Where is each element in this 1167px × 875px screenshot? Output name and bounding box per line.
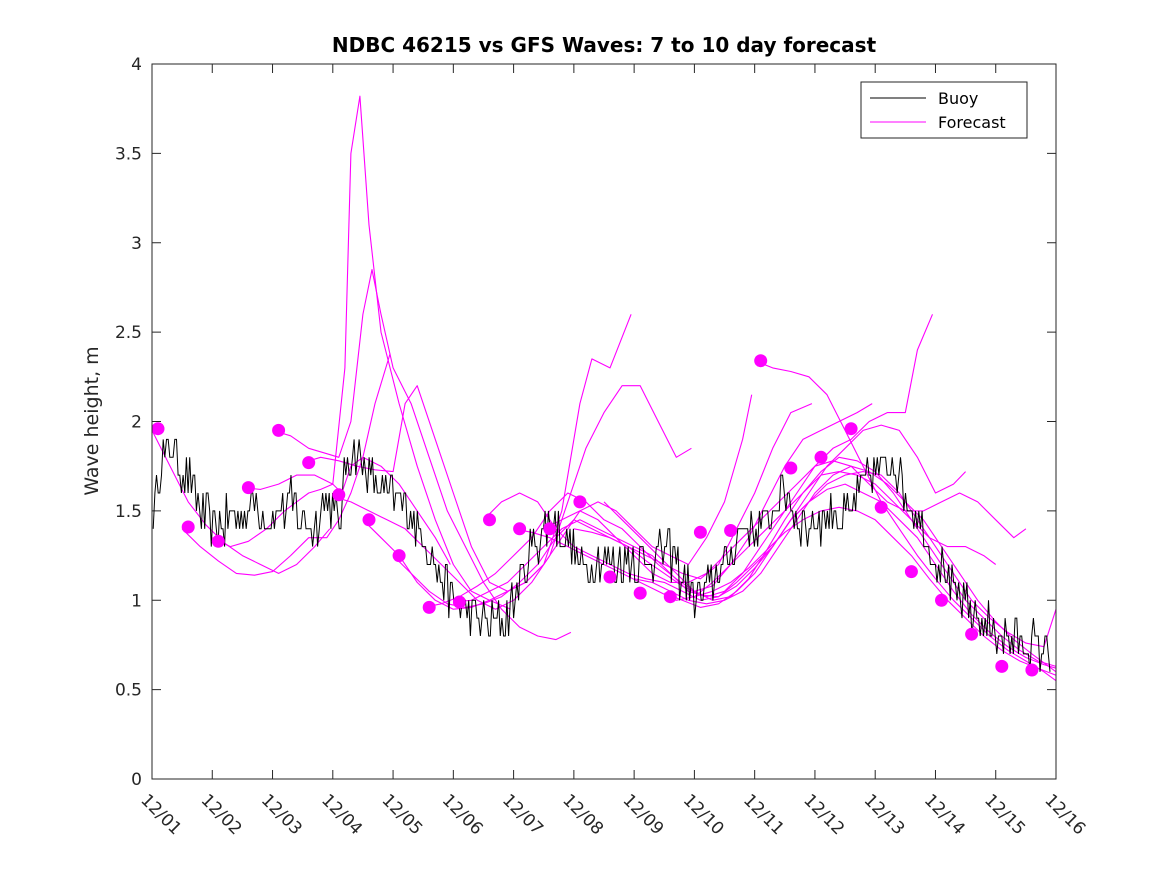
y-axis-ticks: 0 0.5 1 1.5 2 2.5 3 3.5 4: [115, 55, 1056, 790]
forecast-line-15: [573, 471, 1057, 648]
forecast-marker: [935, 593, 948, 607]
y-axis-label: Wave height, m: [81, 346, 103, 495]
forecast-markers: [151, 354, 1039, 677]
plot-frame: [151, 63, 1057, 780]
legend-buoy-label: Buoy: [938, 89, 978, 108]
forecast-line-20: [754, 360, 1057, 682]
forecast-marker: [663, 590, 677, 604]
forecast-marker: [272, 423, 286, 437]
forecast-marker: [422, 600, 436, 614]
series-layer: [151, 95, 1057, 682]
forecast-marker: [844, 422, 858, 436]
legend: Buoy Forecast: [860, 81, 1028, 139]
chart-title: NDBC 46215 vs GFS Waves: 7 to 10 day for…: [332, 33, 877, 57]
forecast-line-12: [483, 424, 966, 601]
forecast-line-10: [423, 403, 873, 608]
y-tick-label: 2.5: [115, 323, 142, 343]
forecast-marker: [392, 549, 406, 563]
forecast-marker: [633, 586, 647, 600]
forecast-marker: [241, 481, 255, 495]
forecast-line-4: [242, 95, 511, 610]
forecast-marker: [995, 659, 1009, 673]
forecast-marker: [483, 513, 496, 527]
y-tick-label: 4: [131, 55, 142, 75]
forecast-marker: [603, 570, 617, 584]
forecast-line-17: [633, 465, 1057, 673]
forecast-marker: [904, 565, 918, 579]
forecast-marker: [754, 354, 768, 368]
forecast-marker: [181, 520, 195, 534]
forecast-line-7: [332, 385, 692, 610]
y-tick-label: 0.5: [115, 681, 142, 701]
forecast-marker: [965, 627, 979, 641]
forecast-marker: [302, 456, 316, 470]
forecast-marker: [452, 595, 466, 609]
y-tick-label: 2: [131, 413, 142, 433]
y-tick-label: 3: [131, 234, 142, 254]
y-tick-label: 1: [131, 591, 142, 611]
forecast-marker: [724, 524, 738, 537]
y-tick-label: 0: [131, 770, 142, 790]
legend-forecast-label: Forecast: [938, 113, 1006, 132]
forecast-marker: [151, 422, 165, 436]
forecast-marker: [784, 461, 798, 475]
forecast-marker: [513, 522, 527, 536]
forecast-marker: [573, 495, 587, 509]
forecast-marker: [332, 488, 346, 502]
buoy-line: [152, 438, 1051, 672]
forecast-marker: [211, 534, 225, 548]
forecast-marker: [1025, 663, 1039, 677]
forecast-line-8: [362, 394, 753, 610]
forecast-marker: [693, 525, 707, 539]
forecast-marker: [543, 522, 557, 536]
forecast-line-6: [302, 314, 632, 592]
forecast-marker: [874, 500, 888, 514]
plot-area: [152, 64, 1056, 779]
forecast-line-5: [272, 269, 572, 641]
forecast-marker: [362, 513, 376, 527]
forecast-marker: [814, 450, 828, 464]
y-tick-label: 1.5: [115, 502, 142, 522]
legend-box: [860, 81, 1028, 139]
y-tick-label: 3.5: [115, 144, 142, 164]
